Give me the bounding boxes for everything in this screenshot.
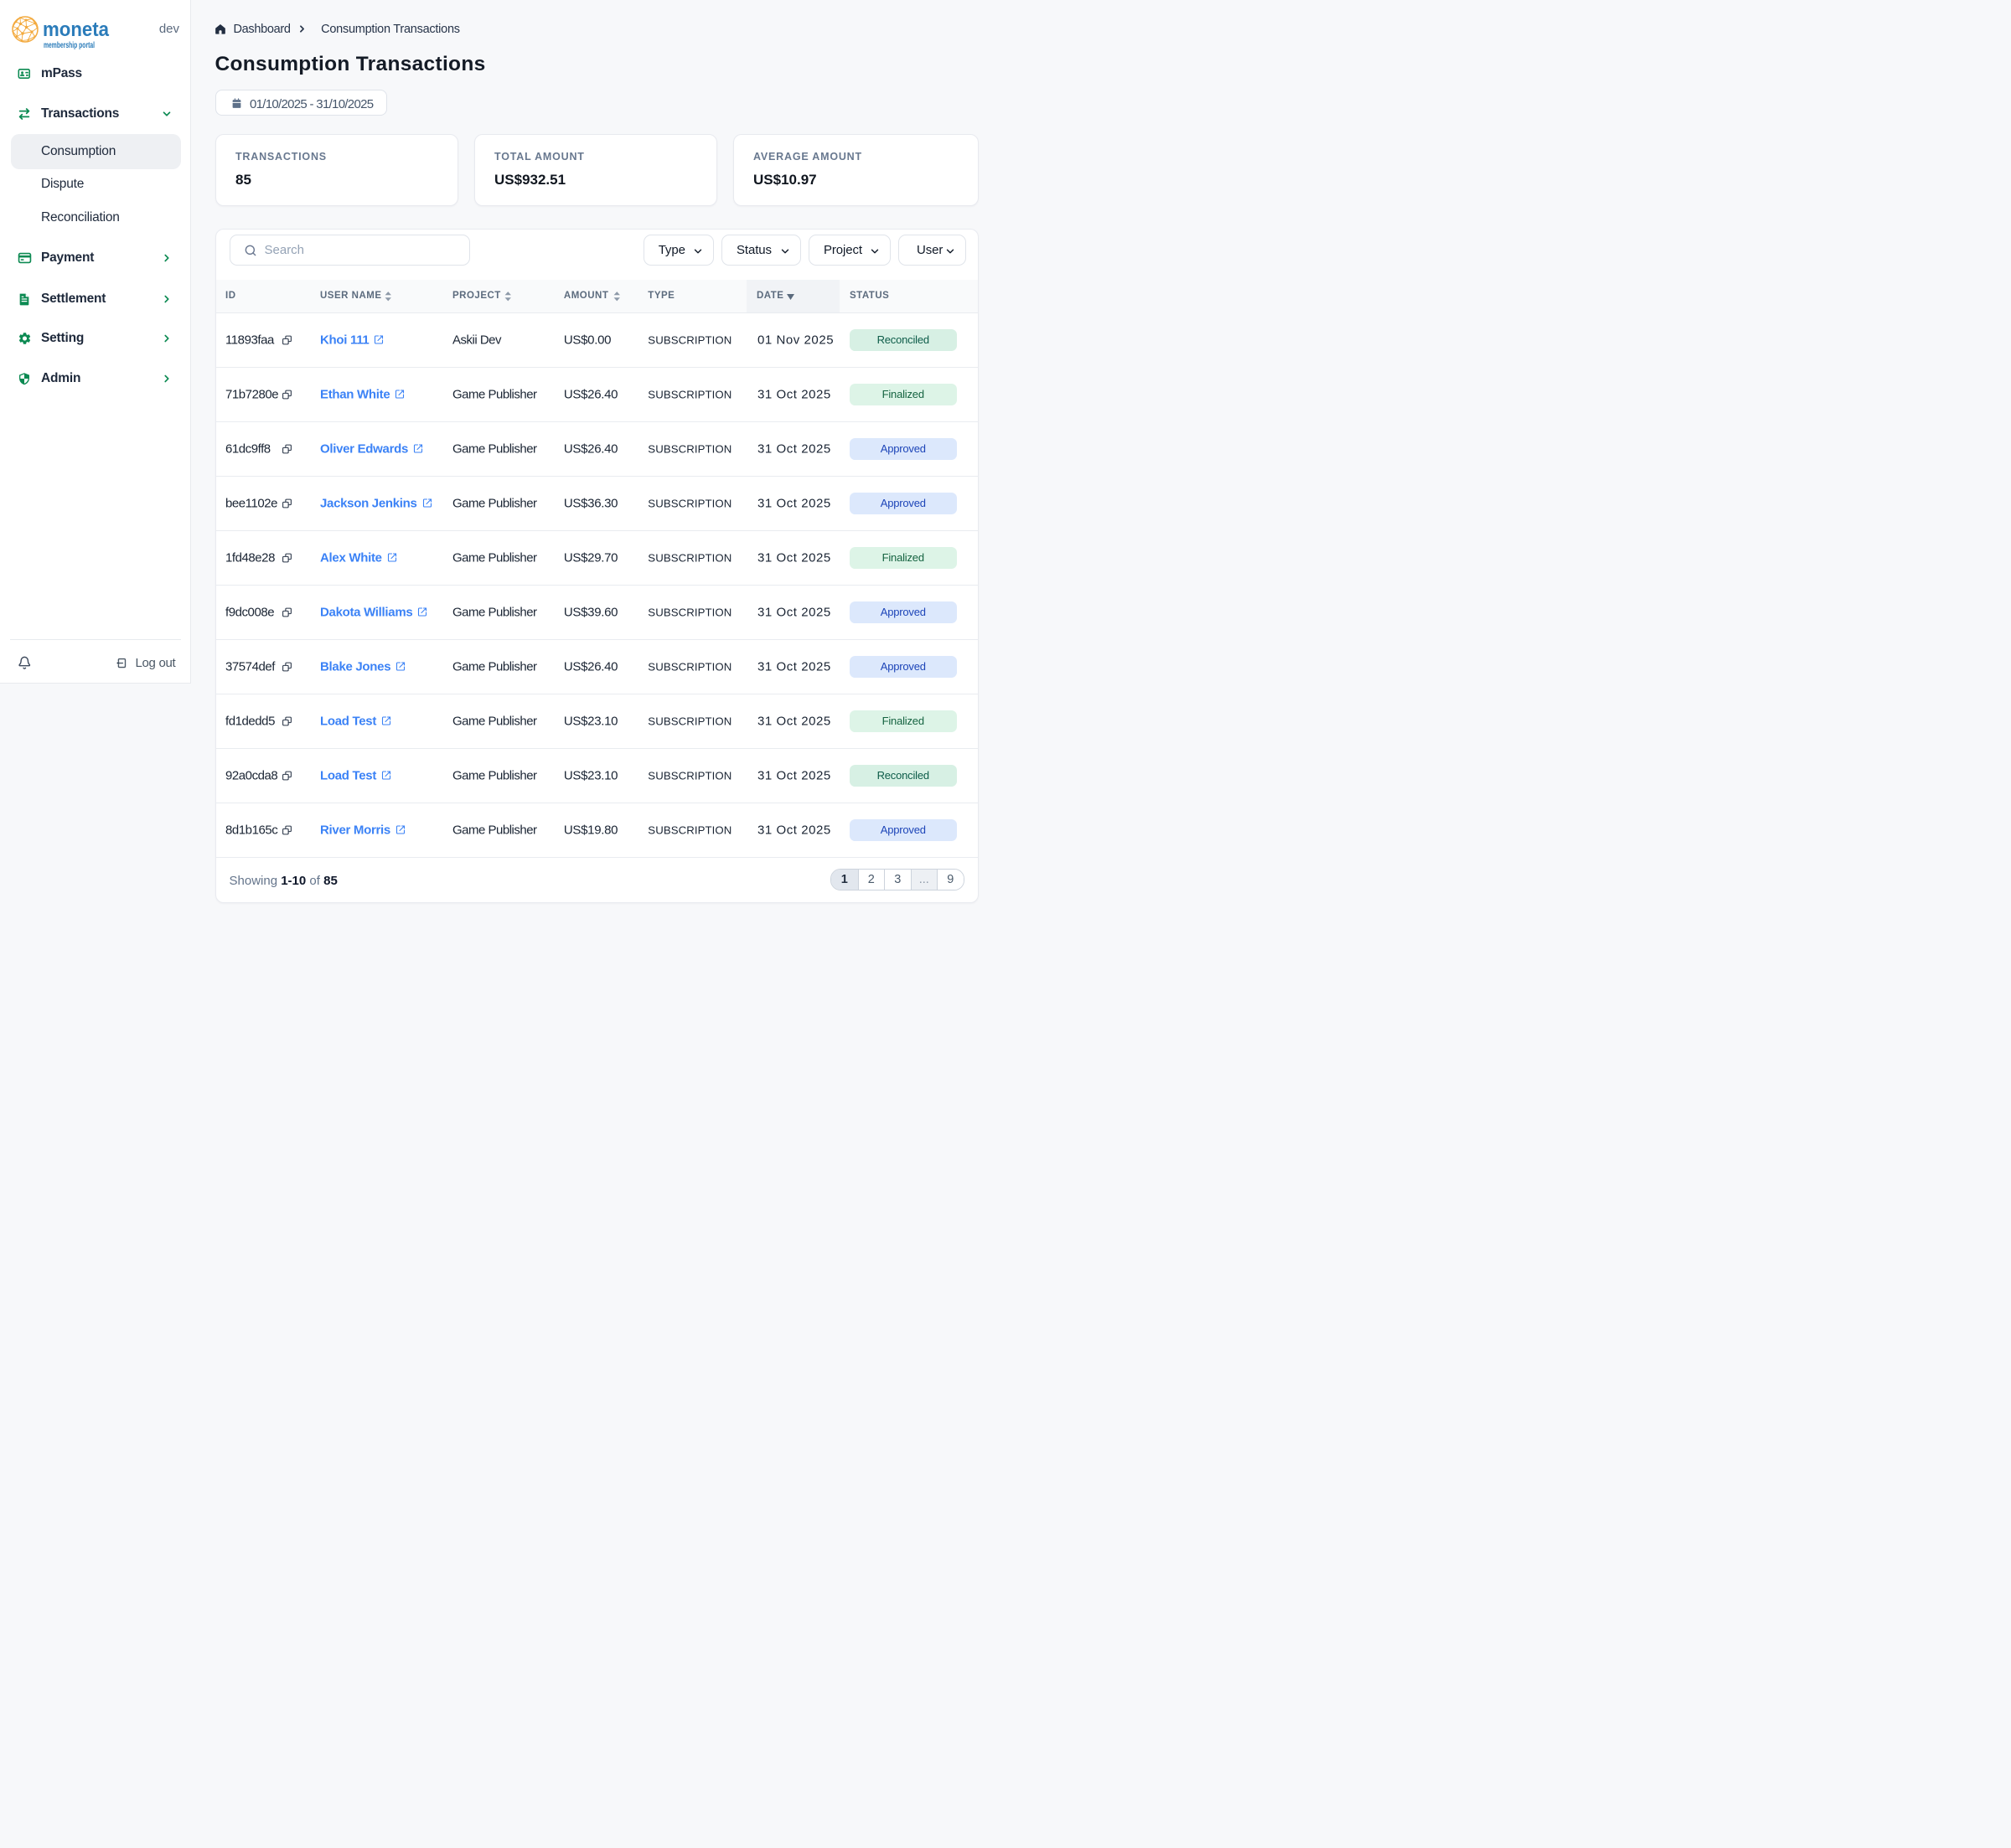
svg-text:moneta: moneta — [43, 18, 109, 41]
svg-text:membership portal: membership portal — [44, 41, 95, 50]
